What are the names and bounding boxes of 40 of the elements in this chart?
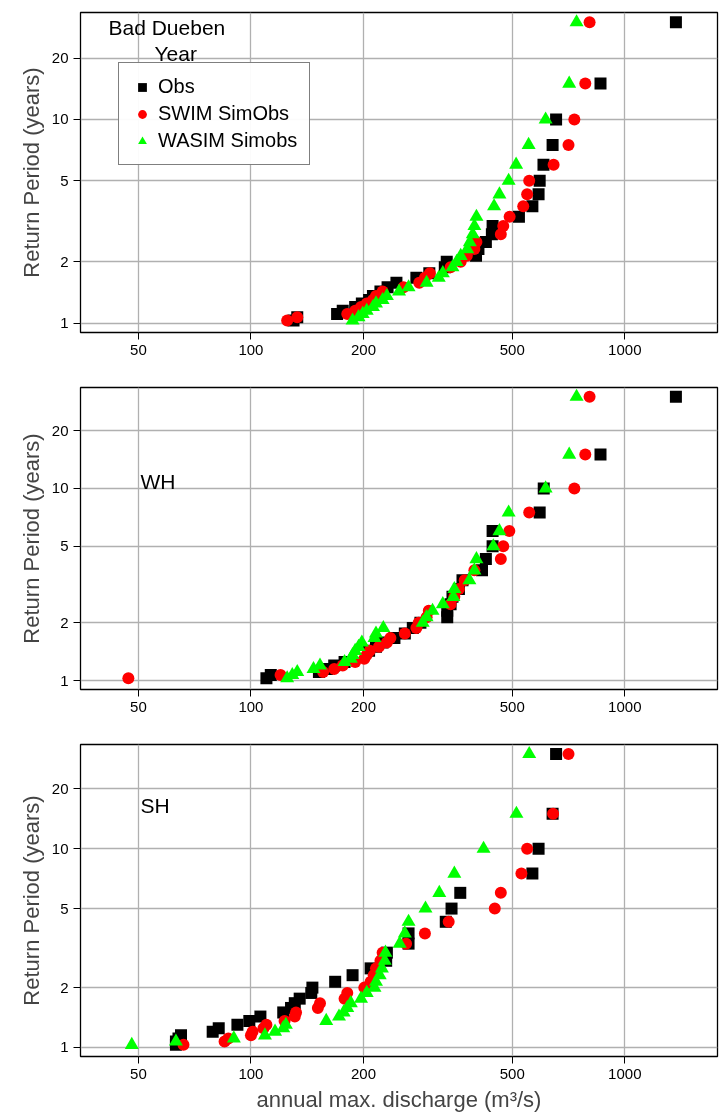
x-tick-label: 500 bbox=[499, 340, 525, 358]
y-axis-title: Return Period (years) bbox=[18, 433, 44, 644]
y-tick-label: 2 bbox=[60, 978, 69, 996]
y-tick-label: 1 bbox=[60, 671, 69, 689]
x-tick-label: 200 bbox=[350, 340, 377, 358]
legend-label: WASIM Simobs bbox=[158, 129, 298, 152]
y-axis-title: Return Period (years) bbox=[18, 795, 44, 1006]
y-tick-label: 2 bbox=[60, 252, 69, 270]
x-tick-label: 100 bbox=[238, 1064, 264, 1082]
x-tick-label: 500 bbox=[499, 697, 525, 715]
y-tick-label: 5 bbox=[60, 171, 69, 189]
y-tick-label: 10 bbox=[51, 479, 69, 497]
x-tick-label: 200 bbox=[350, 1064, 377, 1082]
y-tick-label: 1 bbox=[60, 1038, 69, 1056]
x-tick-label: 50 bbox=[130, 1064, 147, 1082]
x-tick-label: 500 bbox=[499, 1064, 525, 1082]
text: SH bbox=[140, 793, 170, 817]
x-tick-label: 100 bbox=[238, 697, 264, 715]
x-tick-label: 50 bbox=[130, 697, 147, 715]
y-tick-label: 10 bbox=[51, 839, 69, 857]
x-tick-label: 1000 bbox=[608, 1064, 642, 1082]
legend-label: Obs bbox=[158, 75, 195, 98]
y-tick-label: 10 bbox=[51, 110, 69, 128]
x-tick-label: 1000 bbox=[608, 697, 642, 715]
y-tick-label: 20 bbox=[51, 421, 69, 439]
y-tick-label: 20 bbox=[51, 779, 69, 797]
text: Bad Dueben Year bbox=[108, 15, 226, 65]
x-tick-label: 50 bbox=[130, 340, 147, 358]
y-tick-label: 5 bbox=[60, 537, 69, 555]
x-tick-label: 1000 bbox=[608, 340, 642, 358]
text: WH bbox=[140, 469, 176, 493]
legend-label: SWIM SimObs bbox=[158, 102, 290, 125]
x-axis-title: annual max. discharge (m³/s) bbox=[256, 1086, 542, 1112]
y-tick-label: 1 bbox=[60, 314, 69, 332]
y-axis-title: Return Period (years) bbox=[18, 67, 44, 278]
x-tick-label: 200 bbox=[350, 697, 377, 715]
y-tick-label: 5 bbox=[60, 899, 69, 917]
x-tick-label: 100 bbox=[238, 340, 264, 358]
y-tick-label: 2 bbox=[60, 613, 69, 631]
y-tick-label: 20 bbox=[51, 49, 69, 67]
